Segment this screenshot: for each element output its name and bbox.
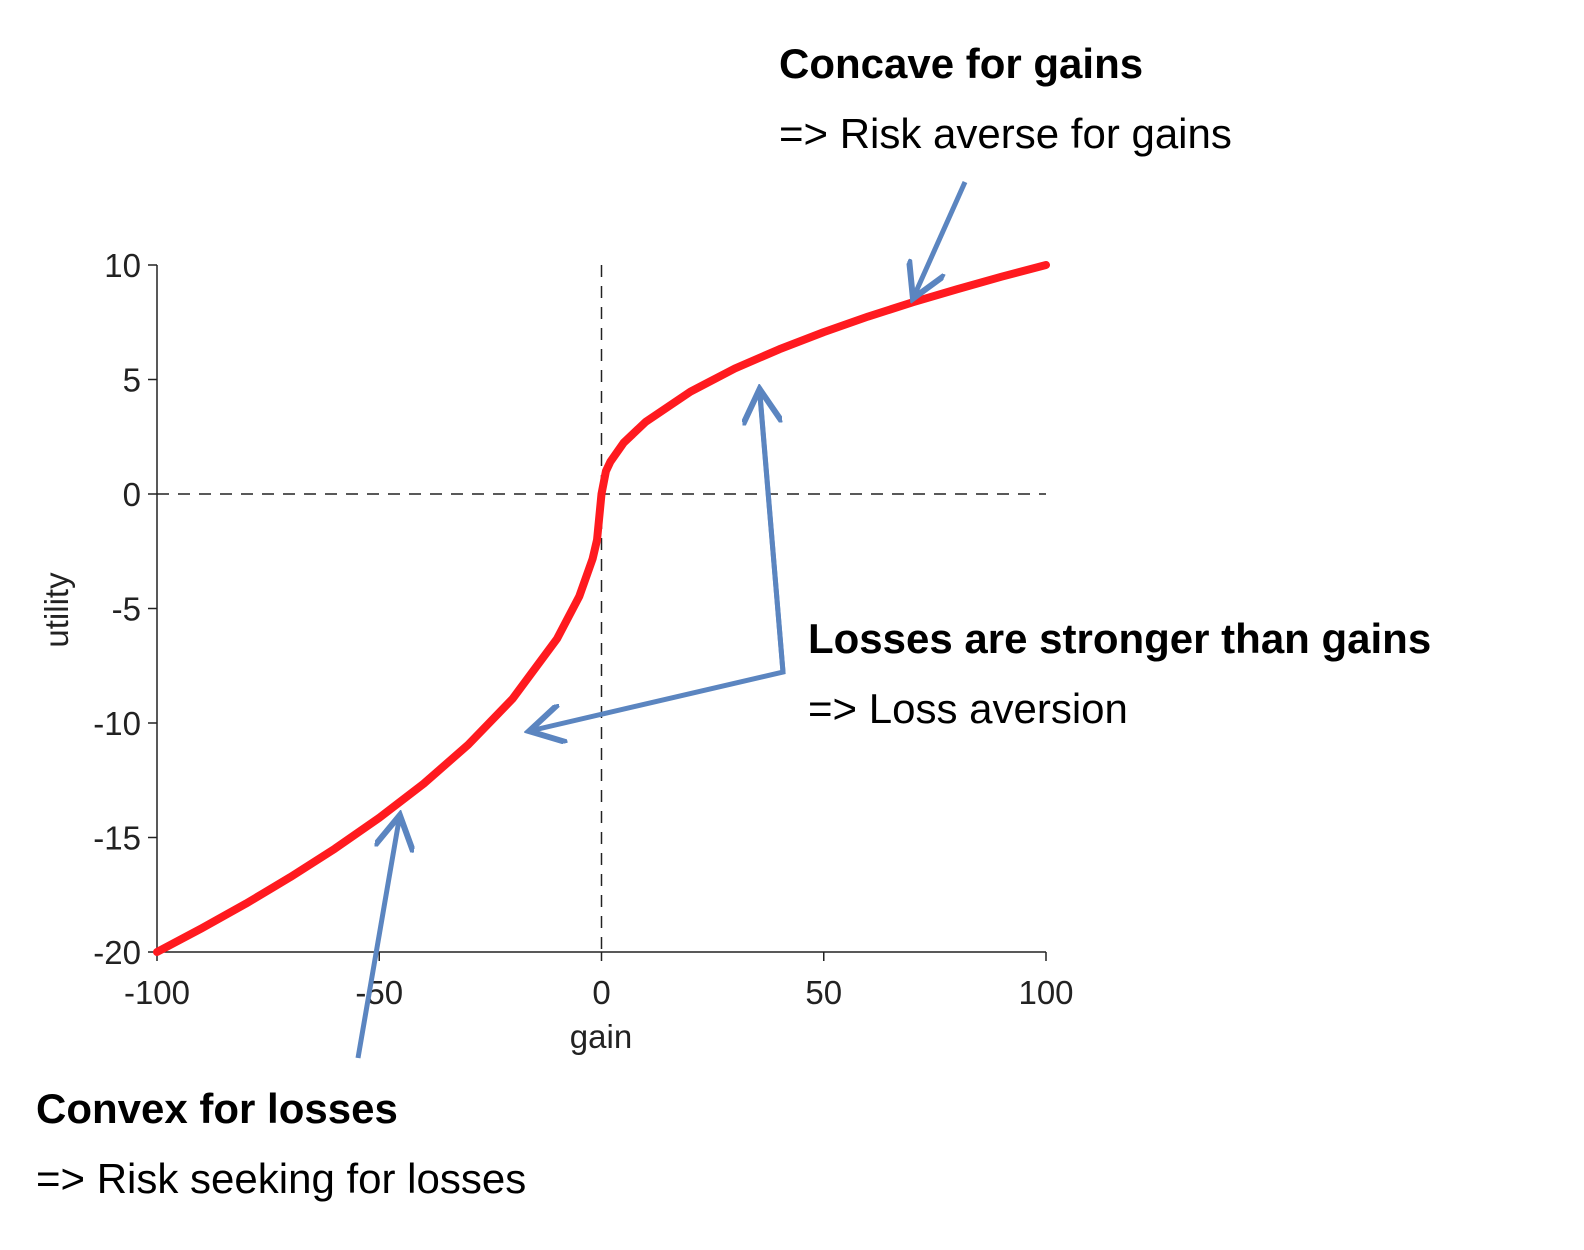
x-tick-label: 100	[1018, 974, 1073, 1011]
annotation-text: => Risk averse for gains	[779, 110, 1232, 157]
x-axis-label: gain	[570, 1018, 632, 1055]
annotation-title: Concave for gains	[779, 40, 1143, 87]
y-tick-label: -20	[93, 934, 141, 971]
annotation-title: Convex for losses	[36, 1085, 398, 1132]
arrow	[534, 395, 786, 730]
arrow	[760, 394, 786, 673]
x-tick-label: 50	[805, 974, 842, 1011]
y-tick-label: 0	[123, 476, 141, 513]
y-tick-label: -15	[93, 820, 141, 857]
data-line	[153, 261, 1050, 956]
annotation-title: Losses are stronger than gains	[808, 615, 1431, 662]
y-tick-label: -5	[112, 591, 141, 628]
x-tick-label: -100	[124, 974, 190, 1011]
arrow	[355, 820, 399, 1059]
annotation-text: => Loss aversion	[808, 685, 1128, 732]
x-tick-label: -50	[355, 974, 403, 1011]
arrow	[915, 180, 968, 294]
y-tick-label: 10	[104, 247, 141, 284]
x-tick-label: 0	[592, 974, 610, 1011]
y-axis-label: utility	[38, 572, 75, 648]
annotation-text: => Risk seeking for losses	[36, 1155, 526, 1202]
y-tick-label: -10	[93, 705, 141, 742]
y-tick-label: 5	[123, 362, 141, 399]
